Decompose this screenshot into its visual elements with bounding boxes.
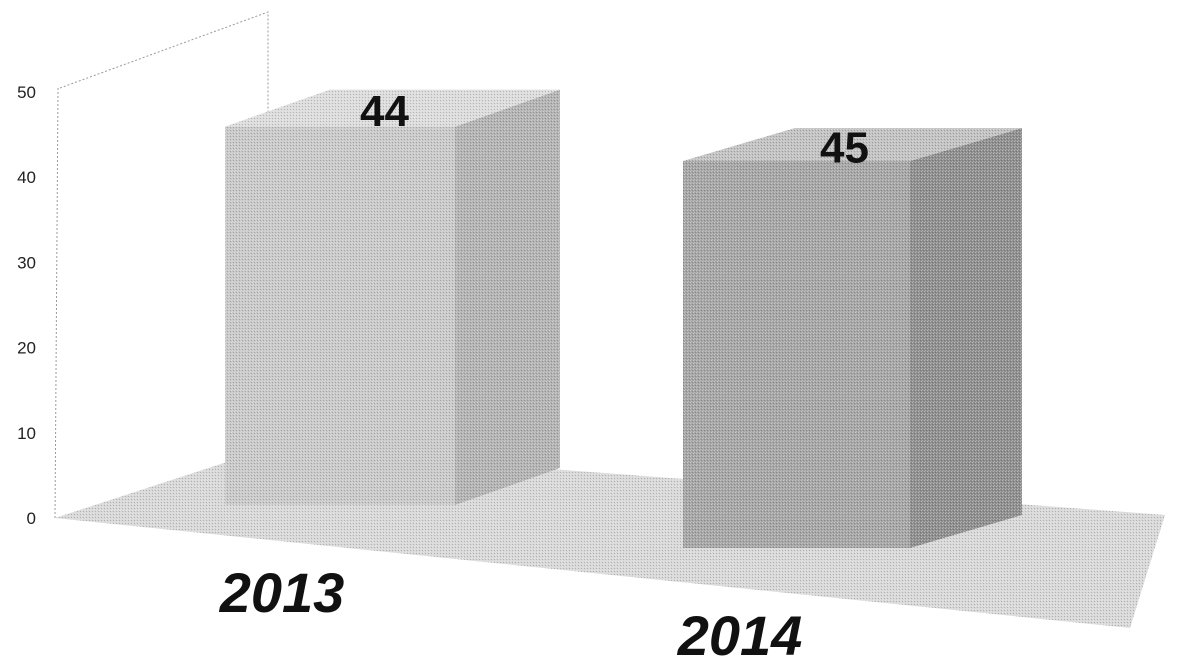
bar-2014 xyxy=(683,128,1022,548)
bar-side-texture xyxy=(455,89,560,505)
y-tick-label: 40 xyxy=(17,168,36,187)
category-label: 2014 xyxy=(677,604,803,657)
category-labels-group: 2013 2014 xyxy=(219,561,803,657)
y-tick-label: 50 xyxy=(17,83,36,102)
bars-group xyxy=(225,89,1022,548)
y-tick-label: 10 xyxy=(17,424,36,443)
bar-top-texture xyxy=(225,89,560,127)
bar-2013 xyxy=(225,89,560,505)
y-axis-line xyxy=(54,87,59,519)
y-tick-label: 20 xyxy=(17,339,36,358)
y-tick-label: 30 xyxy=(17,253,36,272)
bar-front-texture xyxy=(225,126,455,505)
data-label: 44 xyxy=(360,87,409,136)
bar-side-texture xyxy=(910,128,1022,548)
y-tick-label: 0 xyxy=(27,509,36,528)
y-axis-ticks: 0 10 20 30 40 50 xyxy=(17,83,36,528)
category-label: 2013 xyxy=(219,561,345,624)
bar-front-texture xyxy=(683,161,910,548)
data-label: 45 xyxy=(820,124,869,173)
data-labels-group: 44 45 xyxy=(360,87,869,172)
bar-top-texture xyxy=(683,128,1022,161)
